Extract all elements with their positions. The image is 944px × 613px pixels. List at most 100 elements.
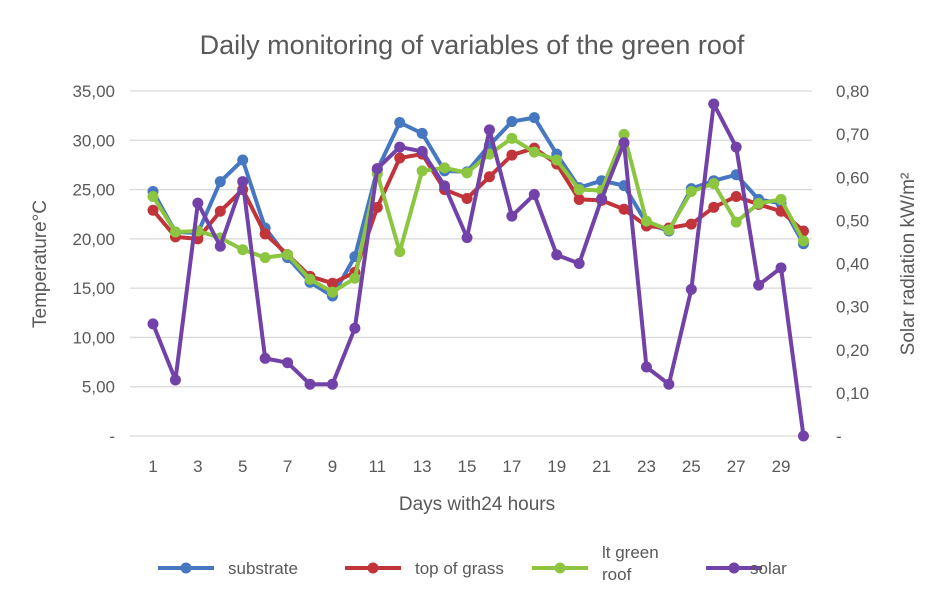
- data-point-solar: [640, 361, 652, 373]
- x-tick-label: 7: [283, 457, 292, 476]
- y2-tick-label: 0,10: [836, 384, 869, 403]
- data-point-substrate: [394, 117, 406, 129]
- data-point-lt-green-roof: [416, 165, 428, 177]
- data-point-solar: [326, 378, 338, 390]
- y-tick-label: 20,00: [72, 230, 115, 249]
- data-point-solar: [685, 283, 697, 295]
- data-point-lt-green-roof: [439, 162, 451, 174]
- data-point-solar: [663, 378, 675, 390]
- data-point-lt-green-roof: [640, 215, 652, 227]
- y-tick-label: -: [109, 427, 115, 446]
- data-point-top-of-grass: [618, 203, 630, 215]
- y-tick-label: 35,00: [72, 82, 115, 101]
- data-point-top-of-grass: [147, 204, 159, 216]
- series-solar: [147, 98, 809, 442]
- x-tick-label: 11: [368, 457, 386, 476]
- data-point-solar: [618, 137, 630, 149]
- y-tick-label: 30,00: [72, 131, 115, 150]
- data-point-solar: [371, 163, 383, 175]
- data-point-lt-green-roof: [753, 197, 765, 209]
- data-point-solar: [147, 318, 159, 330]
- data-point-substrate: [528, 112, 540, 124]
- x-tick-label: 17: [502, 457, 521, 476]
- data-point-lt-green-roof: [775, 193, 787, 205]
- data-point-lt-green-roof: [394, 246, 406, 258]
- x-tick-label: 9: [328, 457, 337, 476]
- x-tick-label: 19: [547, 457, 566, 476]
- legend-marker: [180, 562, 192, 574]
- y-tick-label: 25,00: [72, 181, 115, 200]
- legend-label: lt green roof: [602, 543, 659, 584]
- data-point-substrate: [237, 154, 249, 166]
- y-tick-label: 10,00: [72, 328, 115, 347]
- data-point-top-of-grass: [259, 228, 271, 240]
- data-point-solar: [551, 249, 563, 261]
- data-point-lt-green-roof: [237, 244, 249, 256]
- data-point-lt-green-roof: [708, 178, 720, 190]
- x-axis: 1 3 5 7 9 11 13 15 17 19 21 23 25 27 29: [148, 457, 790, 476]
- data-point-solar: [192, 197, 204, 209]
- data-point-top-of-grass: [483, 171, 495, 183]
- legend-marker: [367, 562, 379, 574]
- x-tick-label: 3: [193, 457, 202, 476]
- data-point-solar: [708, 98, 720, 110]
- y-tick-label: 5,00: [82, 378, 115, 397]
- data-point-substrate: [506, 116, 518, 128]
- data-point-lt-green-roof: [506, 132, 518, 144]
- data-point-solar: [797, 430, 809, 442]
- data-point-solar: [282, 357, 294, 369]
- data-point-lt-green-roof: [259, 252, 271, 264]
- data-point-solar: [461, 232, 473, 244]
- x-tick-label: 15: [458, 457, 477, 476]
- x-tick-label: 5: [238, 457, 247, 476]
- series-line-solar: [151, 101, 806, 437]
- data-point-lt-green-roof: [349, 272, 361, 284]
- legend-label: substrate: [228, 559, 298, 578]
- data-point-solar: [775, 262, 787, 274]
- data-point-solar: [416, 145, 428, 157]
- legend-marker: [728, 562, 740, 574]
- x-axis-label: Days with24 hours: [399, 494, 555, 515]
- data-point-solar: [169, 374, 181, 386]
- data-point-top-of-grass: [214, 205, 226, 217]
- legend-label: solar: [750, 559, 787, 578]
- y2-tick-label: 0,80: [836, 82, 869, 101]
- chart-title: Daily monitoring of variables of the gre…: [200, 30, 745, 60]
- data-point-lt-green-roof: [663, 224, 675, 236]
- data-point-solar: [304, 378, 316, 390]
- y-axis-left: - 5,00 10,00 15,00 20,00 25,00 30,00 35,00: [72, 82, 115, 446]
- data-point-lt-green-roof: [326, 286, 338, 298]
- data-point-lt-green-roof: [685, 186, 697, 198]
- data-point-top-of-grass: [573, 193, 585, 205]
- legend-item: lt green roof: [532, 543, 659, 584]
- data-point-top-of-grass: [371, 201, 383, 213]
- series-lt-green-roof: [147, 128, 809, 298]
- legend-item: top of grass: [345, 559, 504, 578]
- data-point-solar: [573, 258, 585, 269]
- data-point-solar: [259, 352, 271, 364]
- data-point-lt-green-roof: [551, 154, 563, 166]
- data-point-top-of-grass: [685, 218, 697, 230]
- data-point-substrate: [214, 176, 226, 188]
- data-point-lt-green-roof: [147, 190, 159, 202]
- data-point-solar: [349, 322, 361, 334]
- y-axis-label: Temperature°C: [30, 200, 51, 328]
- data-point-solar: [753, 279, 765, 291]
- legend: substrate top of grass lt green roof solar: [158, 543, 787, 584]
- data-point-top-of-grass: [394, 152, 406, 164]
- data-point-solar: [730, 141, 742, 153]
- data-point-solar: [237, 176, 249, 188]
- data-point-lt-green-roof: [282, 249, 294, 261]
- y2-tick-label: 0,50: [836, 211, 869, 230]
- y2-tick-label: 0,30: [836, 298, 869, 317]
- x-tick-label: 27: [727, 457, 746, 476]
- y2-tick-label: -: [836, 427, 842, 446]
- data-point-top-of-grass: [506, 149, 518, 161]
- y2-tick-label: 0,60: [836, 168, 869, 187]
- data-point-lt-green-roof: [730, 216, 742, 228]
- data-point-top-of-grass: [461, 192, 473, 204]
- legend-item: solar: [706, 559, 787, 578]
- data-point-solar: [439, 180, 451, 192]
- legend-marker: [554, 562, 566, 574]
